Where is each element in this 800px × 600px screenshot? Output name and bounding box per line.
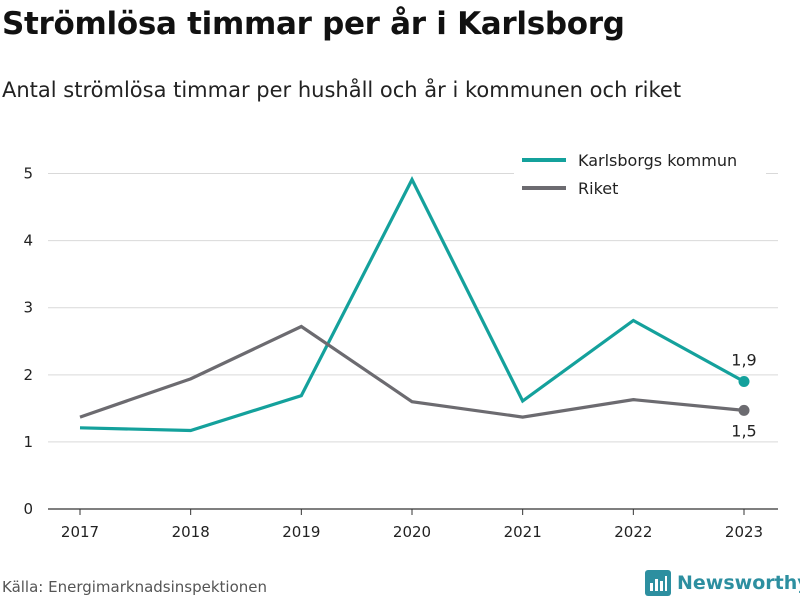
x-tick-label: 2019 (282, 523, 320, 541)
y-tick-label: 3 (23, 299, 33, 317)
legend-label: Karlsborgs kommun (578, 151, 737, 170)
x-axis: 2017 2018 2019 2020 2021 2022 2023 (61, 509, 763, 541)
end-value-label: 1,9 (731, 351, 756, 370)
x-tick-label: 2022 (614, 523, 652, 541)
legend-background (514, 146, 766, 204)
x-tick-label: 2023 (725, 523, 763, 541)
chart-title: Strömlösa timmar per år i Karlsborg (2, 6, 625, 42)
y-tick-label: 4 (23, 232, 33, 250)
end-point-marker (738, 404, 750, 416)
x-tick-label: 2020 (393, 523, 431, 541)
series-line-riket (79, 324, 745, 419)
x-tick-label: 2021 (504, 523, 542, 541)
legend: Karlsborgs kommun Riket (514, 146, 766, 204)
chart-subtitle: Antal strömlösa timmar per hushåll och å… (2, 78, 682, 102)
y-tick-label: 5 (23, 165, 33, 183)
brand-logo: Newsworthy (645, 570, 800, 596)
source-note: Källa: Energimarknadsinspektionen (2, 578, 268, 596)
series-lines: 1,9 1,5 (79, 176, 757, 440)
brand-name: Newsworthy (677, 572, 800, 594)
end-point-marker (738, 376, 750, 388)
x-tick-label: 2017 (61, 523, 99, 541)
legend-label: Riket (578, 179, 618, 198)
y-tick-label: 0 (23, 500, 33, 518)
y-axis: 0 1 2 3 4 5 (23, 165, 33, 518)
series-line-karlsborg (79, 176, 745, 433)
bar-chart-logo-icon (645, 570, 671, 596)
y-tick-label: 1 (23, 433, 33, 451)
x-tick-label: 2018 (172, 523, 210, 541)
end-value-label: 1,5 (731, 421, 756, 440)
y-tick-label: 2 (23, 366, 33, 384)
